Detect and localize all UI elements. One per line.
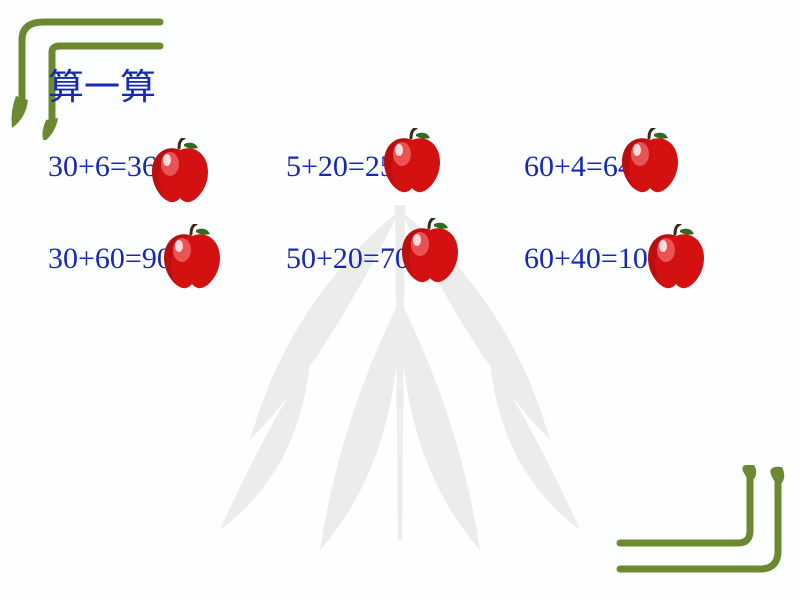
equation-text: 30+6=36 xyxy=(48,150,157,183)
equation-cell: 60+40=100 xyxy=(524,242,762,276)
equation-text: 50+20=70 xyxy=(286,242,410,275)
equations-row: 30+6=36 5+20=25 60+4=64 xyxy=(48,150,762,184)
slide: 算一算 30+6=36 5+20=25 xyxy=(0,0,800,600)
equations-grid: 30+6=36 5+20=25 60+4=64 xyxy=(48,150,762,334)
equation-text: 60+40=100 xyxy=(524,242,663,275)
equation-cell: 30+60=90 xyxy=(48,242,286,276)
equation-text: 30+60=90 xyxy=(48,242,172,275)
equations-row: 30+60=90 50+20=70 60+40=100 xyxy=(48,242,762,276)
equation-cell: 30+6=36 xyxy=(48,150,286,184)
equation-text: 60+4=64 xyxy=(524,150,633,183)
equation-text: 5+20=25 xyxy=(286,150,395,183)
corner-ornament-bottom-right xyxy=(610,465,800,600)
equation-cell: 50+20=70 xyxy=(286,242,524,276)
equation-cell: 60+4=64 xyxy=(524,150,762,184)
page-title: 算一算 xyxy=(48,58,156,110)
equation-cell: 5+20=25 xyxy=(286,150,524,184)
